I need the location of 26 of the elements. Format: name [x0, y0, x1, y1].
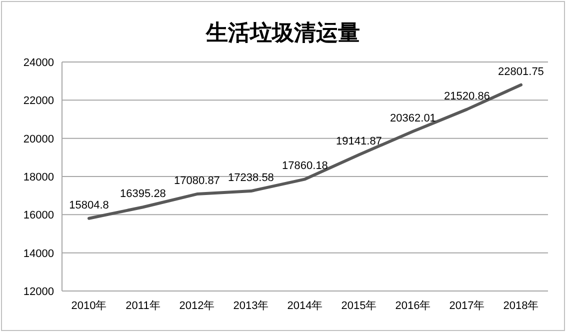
chart-title: 生活垃圾清运量 — [205, 20, 360, 46]
y-tick-label: 22000 — [23, 95, 54, 108]
y-tick-label: 16000 — [23, 210, 54, 222]
x-tick-label: 2014年 — [287, 300, 323, 312]
data-label: 17238.58 — [228, 172, 274, 184]
y-tick-label: 20000 — [23, 133, 54, 146]
data-label: 22801.75 — [498, 66, 544, 78]
data-label: 19141.87 — [336, 136, 382, 148]
x-tick-label: 2018年 — [503, 300, 539, 312]
x-tick-label: 2017年 — [449, 300, 485, 312]
y-tick-label: 12000 — [23, 286, 54, 298]
y-tick-label: 24000 — [23, 57, 54, 69]
y-tick-label: 14000 — [23, 248, 54, 260]
x-tick-label: 2016年 — [395, 300, 431, 312]
data-label: 16395.28 — [120, 188, 166, 200]
data-label: 15804.8 — [69, 199, 109, 212]
data-label: 17080.87 — [174, 175, 220, 188]
data-label: 20362.01 — [390, 112, 436, 124]
x-tick-label: 2012年 — [179, 300, 215, 312]
x-tick-label: 2013年 — [233, 300, 269, 312]
y-tick-label: 18000 — [23, 172, 54, 184]
x-tick-label: 2011年 — [126, 300, 160, 312]
data-label: 17860.18 — [282, 160, 328, 172]
data-label: 21520.86 — [444, 90, 490, 102]
x-tick-label: 2015年 — [341, 300, 377, 312]
x-tick-label: 2010年 — [71, 300, 107, 312]
